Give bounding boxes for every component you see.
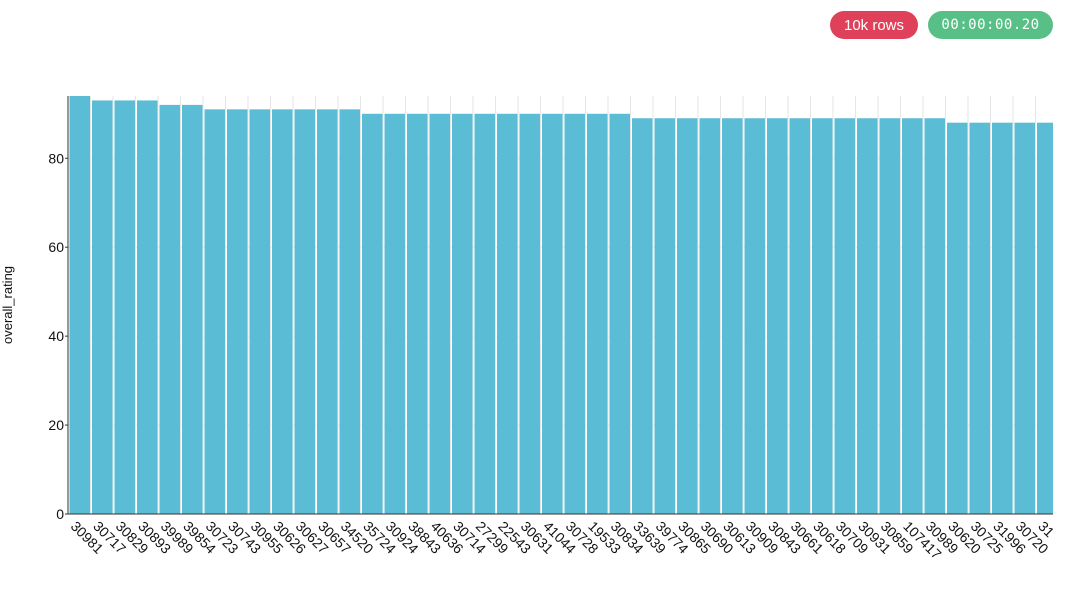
bar <box>542 113 563 514</box>
bar <box>834 118 855 514</box>
bar <box>159 104 180 514</box>
status-badges: 10k rows 00:00:00.20 <box>830 11 1053 39</box>
bar <box>429 113 450 514</box>
bar <box>204 109 225 514</box>
bar <box>564 113 585 514</box>
bar <box>699 118 720 514</box>
bar <box>609 113 630 514</box>
bar <box>339 109 360 514</box>
bar <box>69 96 90 514</box>
bar <box>722 118 743 514</box>
bar <box>249 109 270 514</box>
bar <box>272 109 293 514</box>
y-tick-label: 20 <box>48 417 64 433</box>
bar <box>587 113 608 514</box>
bar <box>924 118 945 514</box>
y-tick-label: 60 <box>48 239 64 255</box>
row-count-badge: 10k rows <box>830 11 918 39</box>
bar <box>474 113 495 514</box>
y-axis-label: overall_rating <box>0 266 15 344</box>
bar <box>137 100 158 514</box>
bar <box>744 118 765 514</box>
bar <box>407 113 428 514</box>
bar <box>384 113 405 514</box>
bar <box>767 118 788 514</box>
bar <box>969 122 990 515</box>
bar <box>182 104 203 514</box>
bar <box>879 118 900 514</box>
bar <box>812 118 833 514</box>
bar <box>632 118 653 514</box>
x-tick-labels: 3098130717308293089339989398543072330743… <box>68 518 1053 562</box>
y-tick-label: 0 <box>56 506 64 522</box>
bar <box>947 122 968 515</box>
y-tick-label: 40 <box>48 328 64 344</box>
bar <box>677 118 698 514</box>
bar <box>519 113 540 514</box>
bar <box>654 118 675 514</box>
bar <box>92 100 113 514</box>
bar <box>992 122 1013 515</box>
bar <box>497 113 518 514</box>
bar <box>114 100 135 514</box>
bar <box>1014 122 1035 515</box>
elapsed-time-badge: 00:00:00.20 <box>928 11 1053 39</box>
bar <box>857 118 878 514</box>
bar <box>789 118 810 514</box>
bar <box>1037 122 1053 515</box>
grid-layer <box>67 96 1053 515</box>
bar <box>317 109 338 514</box>
bar <box>902 118 923 514</box>
bar <box>294 109 315 514</box>
y-tick-label: 80 <box>48 150 64 166</box>
bar-layer <box>69 96 1053 515</box>
bar <box>452 113 473 514</box>
bar <box>362 113 383 514</box>
bar <box>227 109 248 514</box>
